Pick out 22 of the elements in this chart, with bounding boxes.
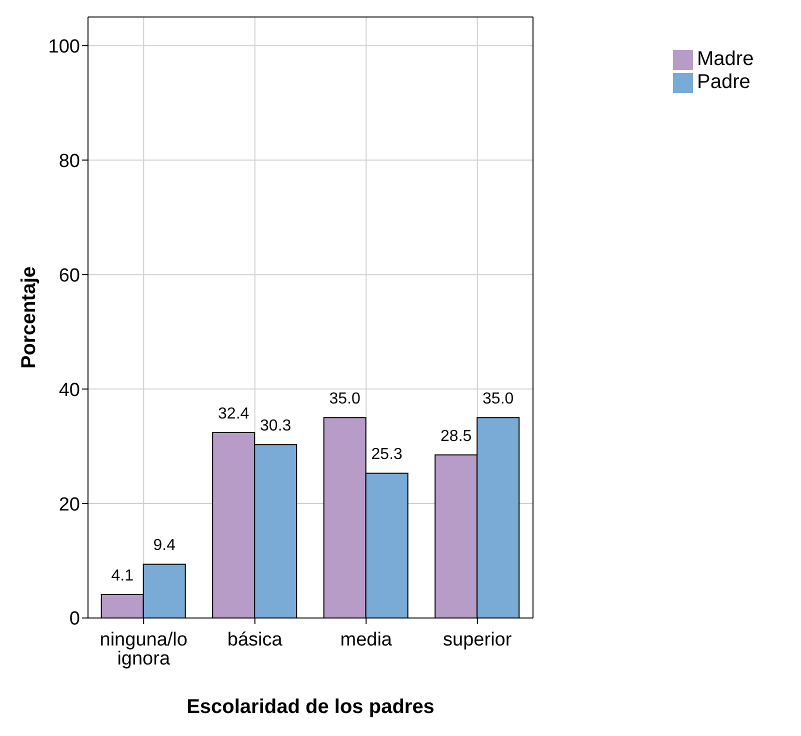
legend-label: Padre bbox=[697, 71, 750, 93]
x-tick-label: superior bbox=[443, 629, 512, 650]
data-label: 32.4 bbox=[218, 406, 250, 423]
data-label: 35.0 bbox=[329, 390, 361, 408]
x-tick-label: ninguna/lo ignora bbox=[100, 629, 188, 670]
y-tick-label: 20 bbox=[58, 494, 80, 516]
legend-label: Madre bbox=[697, 48, 754, 70]
y-tick-label: 100 bbox=[48, 36, 80, 58]
y-tick-label: 60 bbox=[58, 265, 80, 286]
data-label: 25.3 bbox=[371, 446, 403, 464]
x-tick-label: media bbox=[340, 629, 392, 650]
data-label: 9.4 bbox=[153, 537, 176, 554]
y-tick-label: 40 bbox=[58, 380, 80, 401]
x-axis-title: Escolaridad de los padres bbox=[186, 696, 434, 718]
data-label: 35.0 bbox=[482, 390, 514, 408]
x-tick-label: básica bbox=[227, 629, 283, 650]
data-label: 4.1 bbox=[111, 568, 134, 585]
data-label: 28.5 bbox=[440, 428, 472, 445]
y-axis-title: Porcentaje bbox=[18, 266, 40, 369]
data-label: 30.3 bbox=[260, 418, 292, 435]
y-tick-label: 80 bbox=[58, 150, 80, 172]
y-tick-label: 0 bbox=[69, 608, 80, 630]
